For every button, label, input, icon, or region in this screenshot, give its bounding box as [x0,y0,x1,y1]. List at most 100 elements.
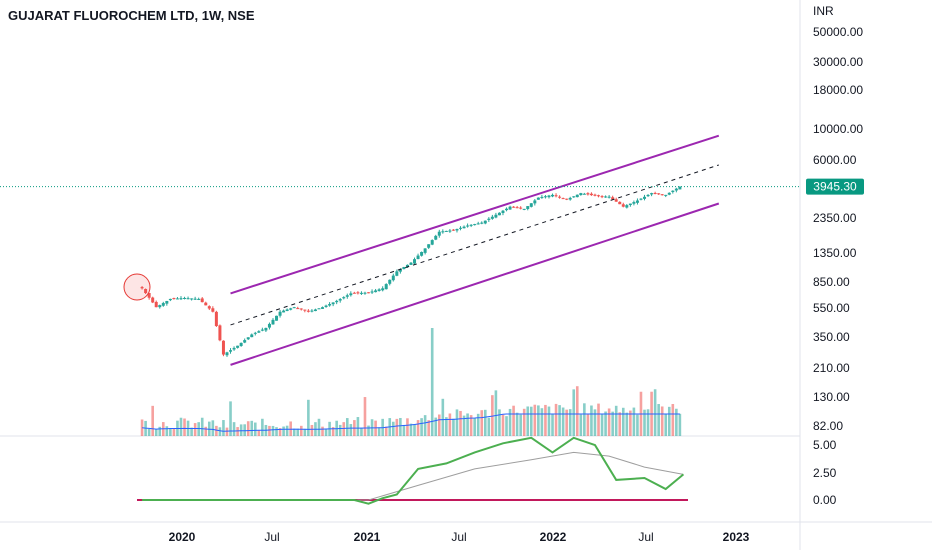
candle-body [568,197,572,200]
candle-body [621,204,625,207]
candle-body [324,305,328,307]
indicator-tick-label: 5.00 [813,438,837,452]
candle-body [221,340,225,355]
candle-body [264,327,268,331]
volume-bar [529,406,533,436]
volume-bar [197,422,200,436]
candle-body [533,200,537,204]
candle-body [271,319,275,325]
volume-bar [512,405,515,436]
volume-bar [338,424,342,436]
candle-body [611,197,615,200]
volume-bar [169,428,172,436]
volume-bar [678,413,682,436]
volume-bar [533,404,537,436]
candle-body [331,302,335,305]
volume-bar [505,416,508,436]
volume-bar [671,404,675,436]
candle-body [420,251,424,256]
volume-bar [349,424,353,436]
volume-bar [222,420,225,436]
volume-bar [604,411,607,436]
candle-body [158,305,162,308]
volume-bar [551,413,554,436]
volume-bar [494,390,498,436]
candle-body [190,298,194,300]
candle-body [229,350,233,352]
candle-body [197,298,201,300]
volume-bar [515,412,519,436]
volume-bar [590,405,593,436]
candle-body [211,308,215,312]
candle-body [391,275,395,281]
candle-body [589,193,593,196]
candle-body [657,193,661,195]
volume-bar [384,426,388,436]
candle-body [455,228,459,231]
candle-body [218,325,222,341]
candle-body [501,210,505,214]
candle-body [179,298,183,300]
price-tick-label: 18000.00 [813,83,863,97]
candle-body [607,196,611,198]
indicator-axis[interactable]: 5.00 2.50 0.00 [813,438,837,507]
candle-body [593,194,597,196]
price-tick-label: 850.00 [813,275,850,289]
candle-body [639,198,643,200]
volume-bar [158,426,162,436]
candle-body [430,240,434,245]
price-axis[interactable]: 50000.00 30000.00 18000.00 10000.00 6000.00 2… [813,25,863,433]
volume-bar [200,417,204,436]
channel-median-line[interactable] [230,164,719,326]
candle-body [604,196,608,198]
candle-body [214,311,218,327]
price-tick-label: 1350.00 [813,246,857,260]
candle-body [413,259,417,264]
channel-lower-line[interactable] [230,202,720,366]
volume-bar [183,418,186,436]
price-tick-label: 10000.00 [813,122,863,136]
candle-body [480,222,484,224]
volume-bar [416,420,420,436]
volume-bar [282,426,285,436]
time-axis[interactable]: 2020 Jul 2021 Jul 2022 Jul 2023 [169,530,750,544]
volume-bar [363,397,367,436]
volume-bar [565,409,568,436]
candle-body [483,220,487,224]
candle-body [632,202,636,204]
candle-body [653,192,657,194]
volume-bar [147,428,151,436]
price-tick-label: 30000.00 [813,55,863,69]
volume-bar [547,406,551,436]
indicator-tick-label: 2.50 [813,466,837,480]
volume-bar [345,418,349,436]
candle-body [451,229,455,231]
volume-bar [611,411,614,436]
volume-bar [268,425,271,436]
volume-bar [586,413,590,436]
time-tick-label: Jul [264,530,279,544]
candle-body [342,297,346,299]
candle-body [459,227,463,229]
candle-body [512,206,516,208]
price-tick-label: 350.00 [813,330,850,344]
candle-body [466,225,470,227]
volume-bar [232,422,236,436]
volume-bar [395,418,399,436]
candle-body [278,311,282,316]
volume-bar [583,403,586,436]
volume-bar [501,414,505,436]
candle-body [381,288,385,291]
volume-bar [629,410,632,436]
candle-body [586,193,590,195]
candle-body [349,293,353,296]
volume-bar [409,423,413,436]
channel-upper-line[interactable] [230,134,720,295]
candle-body [282,310,286,313]
regression-channel[interactable] [230,134,720,366]
volume-bar [253,422,257,436]
price-tick-label: 6000.00 [813,153,857,167]
volume-bar [540,408,544,436]
candle-body [310,310,314,312]
